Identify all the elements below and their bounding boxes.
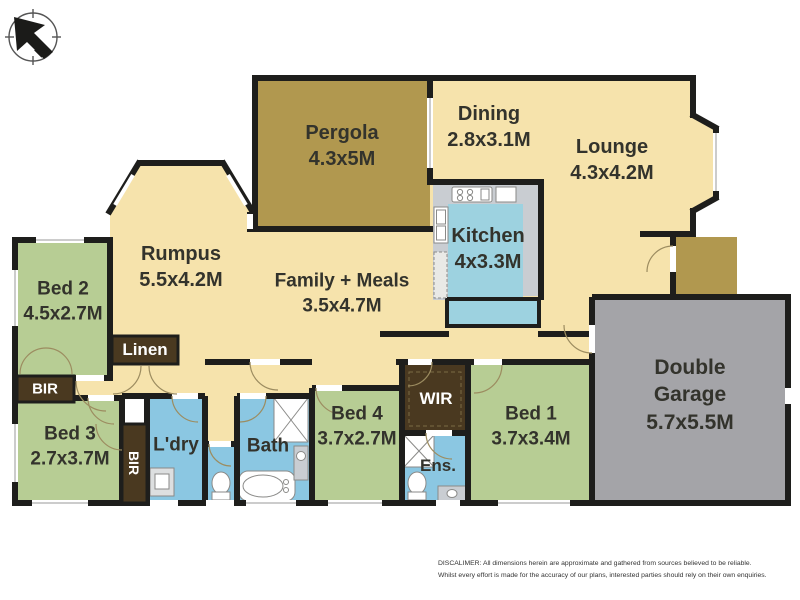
garage-area (592, 297, 788, 503)
rumpus-bay-area (110, 163, 250, 212)
lounge-bay-area (693, 116, 716, 210)
bed4-area (312, 388, 402, 503)
kitchen-sink-icon (433, 206, 449, 244)
north-compass-icon: N (5, 9, 61, 65)
bed4-label: Bed 4 3.7x2.7M (317, 402, 396, 451)
windows (12, 98, 791, 506)
bed3-area (15, 398, 122, 503)
rumpus-dims: 5.5x4.2M (139, 269, 223, 291)
bed1-area (468, 362, 592, 503)
bir-bed3-closet (120, 422, 149, 505)
lounge-dims: 4.3x4.2M (570, 162, 654, 184)
lounge-name: Lounge (575, 136, 649, 158)
porch-area (673, 237, 737, 297)
oven-icon (495, 186, 517, 203)
rumpus-name: Rumpus (140, 243, 221, 265)
bed2-label: Bed 2 4.5x2.7M (23, 277, 102, 326)
pergola-dims: 4.3x5M (308, 148, 376, 170)
bir-bed2-closet (15, 374, 76, 404)
linen-closet (110, 334, 180, 366)
garage-dims: 5.7x5.5M (646, 410, 734, 434)
pergola-area (255, 78, 430, 229)
bir-bed3-label: BIR (126, 450, 143, 476)
pergola-name: Pergola (305, 122, 379, 144)
bed1-name: Bed 1 (505, 403, 557, 425)
lounge-label: Lounge 4.3x4.2M (570, 134, 653, 186)
family-meals-label: Family + Meals 3.5x4.7M (275, 269, 410, 318)
wc-vestibule-area (205, 396, 237, 444)
kitchen-floor-area (448, 204, 523, 300)
kitchen-dims: 4x3.3M (454, 251, 522, 273)
wir-shelf-outline (408, 371, 462, 427)
wc-toilet-icon (211, 471, 231, 495)
bed4-name: Bed 4 (331, 403, 383, 425)
bed3-label: Bed 3 2.7x3.7M (30, 422, 109, 471)
ensuite-toilet-tank (407, 491, 427, 501)
kitchen-bench-area (445, 297, 541, 328)
fixtures (149, 186, 517, 502)
bed2-area (15, 240, 110, 378)
family-meals-dims: 3.5x4.7M (302, 295, 382, 316)
bir-bed2-label: BIR (32, 380, 58, 398)
laundry-label: L'dry (153, 434, 199, 456)
kitchen-counter-right (523, 204, 541, 296)
dining-label: Dining 2.8x3.1M (447, 101, 530, 153)
bath-label: Bath (246, 435, 290, 457)
garage-label: Double Garage 5.7x5.5M (646, 354, 734, 436)
ensuite-label: Ens. (420, 455, 456, 475)
disclaimer-line1: DISCALIMER: All dimensions herein are ap… (438, 560, 752, 567)
wc-toilet-tank (211, 491, 231, 501)
wir-label: WIR (419, 388, 453, 408)
pergola-label: Pergola 4.3x5M (305, 120, 378, 172)
bed2-name: Bed 2 (37, 278, 89, 300)
closets (15, 334, 180, 505)
linen-label: Linen (122, 339, 168, 359)
bed1-label: Bed 1 3.7x3.4M (491, 402, 570, 451)
bed2-dims: 4.5x2.7M (23, 303, 103, 324)
fridge-space-outline (433, 251, 448, 299)
door-arcs (19, 245, 674, 467)
family-meals-name: Family + Meals (274, 270, 410, 292)
wir-area (402, 362, 468, 433)
bed1-dims: 3.7x3.4M (491, 428, 571, 449)
dining-dims: 2.8x3.1M (447, 129, 531, 151)
disclaimer-text: DISCALIMER: All dimensions herein are ap… (438, 558, 798, 581)
garage-name-line1: Double (654, 356, 726, 380)
bed4-dims: 3.7x2.7M (317, 428, 397, 449)
bed3-name: Bed 3 (44, 423, 96, 445)
rumpus-label: Rumpus 5.5x4.2M (139, 241, 222, 293)
kitchen-label: Kitchen 4x3.3M (451, 223, 524, 275)
bed3-dims: 2.7x3.7M (30, 448, 110, 469)
garage-name-line2: Garage (653, 383, 727, 407)
dining-name: Dining (457, 103, 521, 125)
disclaimer-line2: Whilst every effort is made for the accu… (438, 571, 767, 579)
kitchen-name: Kitchen (451, 225, 525, 247)
